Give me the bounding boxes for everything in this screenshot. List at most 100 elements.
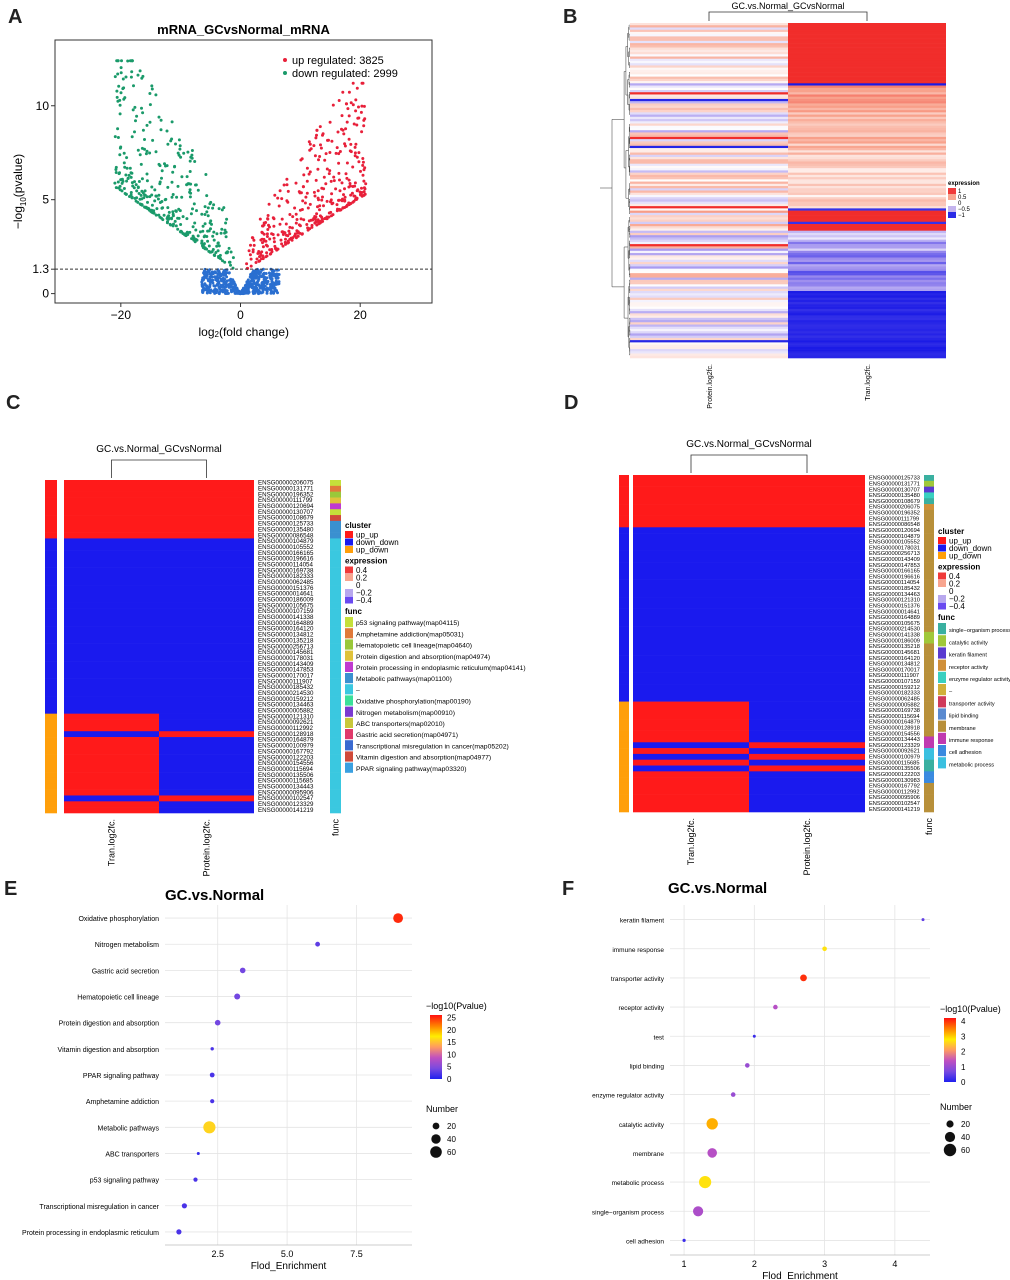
- heatmap-b-legend-swatch: [948, 212, 956, 218]
- bubble-point: [752, 1034, 756, 1038]
- heatmap-b-cell: [788, 306, 946, 310]
- heatmap-cell: [749, 620, 865, 627]
- volcano-point-up: [322, 187, 326, 191]
- heatmap-cell: [159, 661, 254, 668]
- heatmap-func-cell: [330, 696, 341, 703]
- heatmap-func-cell: [924, 689, 934, 697]
- volcano-point-up: [261, 241, 264, 245]
- volcano-point-down: [178, 144, 182, 148]
- heatmap-cluster-cell: [45, 614, 57, 621]
- heatmap-gene-label: ENSG00000062485: [258, 579, 314, 586]
- heatmap-cluster-cell: [619, 480, 629, 487]
- panel-letter-f: F: [562, 878, 575, 900]
- heatmap-cell: [159, 591, 254, 598]
- volcano-point-down: [206, 214, 210, 218]
- volcano-point-down: [208, 221, 212, 225]
- heatmap-b-cell: [788, 177, 946, 180]
- heatmap-cluster-cell: [619, 800, 629, 807]
- volcano-point-up: [307, 140, 311, 144]
- volcano-point-down: [116, 99, 120, 103]
- heatmap-b-cell: [788, 170, 946, 173]
- heatmap-cell: [159, 596, 254, 603]
- heatmap-b-cell: [630, 203, 788, 207]
- heatmap-func-cell: [330, 608, 341, 615]
- bubble-size-legend-label: 40: [447, 1135, 456, 1144]
- heatmap-cluster-cell: [45, 515, 57, 522]
- heatmap-b-cell: [788, 192, 946, 196]
- heatmap-b-cell: [788, 284, 946, 287]
- heatmap-cell: [749, 748, 865, 755]
- heatmap-cell: [749, 550, 865, 557]
- heatmap-func-cell: [924, 602, 934, 609]
- volcano-point-down: [215, 232, 219, 236]
- volcano-chart: mRNA_GCvsNormal_mRNA−20 0 2001.3510log2(fo…: [11, 22, 433, 339]
- heatmap-b-cell: [630, 163, 788, 167]
- heatmap-cell: [749, 649, 865, 656]
- heatmap-cell: [64, 760, 159, 767]
- heatmap-func-cell: [330, 666, 341, 674]
- heatmap-b-cell: [788, 107, 946, 111]
- volcano-point-up: [248, 253, 252, 257]
- heatmap-cluster-cell: [619, 492, 629, 499]
- volcano-point-up: [360, 104, 364, 108]
- heatmap-b-legend-label: −1: [958, 213, 966, 219]
- heatmap-b-cell: [630, 114, 788, 118]
- legend-func-label: Nitrogen metabolism(map00910): [356, 710, 455, 717]
- heatmap-cluster-cell: [45, 702, 57, 709]
- legend-func-swatch: [345, 684, 353, 695]
- bubble-xtick-label: 1: [682, 1259, 687, 1269]
- volcano-point-down: [148, 103, 152, 107]
- heatmap-b-cell: [630, 340, 788, 343]
- volcano-point-up: [336, 130, 340, 134]
- heatmap-cell: [159, 766, 254, 773]
- volcano-point-up: [318, 155, 322, 158]
- legend-func-swatch: [345, 706, 353, 717]
- heatmap-cell: [749, 736, 865, 743]
- legend-func-label: –: [949, 689, 953, 695]
- volcano-point-up: [314, 220, 318, 224]
- volcano-point-ns: [223, 277, 227, 281]
- bubble-size-legend-title: Number: [426, 1104, 458, 1114]
- heatmap-b-cell: [788, 110, 946, 113]
- heatmap-func-cell: [924, 567, 934, 575]
- heatmap-cell: [159, 649, 254, 656]
- volcano-point-up: [267, 202, 271, 206]
- volcano-point-up: [298, 231, 302, 235]
- volcano-point-up: [345, 176, 349, 180]
- heatmap-b-cell: [788, 92, 946, 95]
- heatmap-b-cell: [630, 136, 788, 140]
- heatmap-b-cell: [630, 25, 788, 28]
- volcano-point-down: [166, 142, 170, 146]
- volcano-point-up: [284, 237, 287, 241]
- heatmap-b-cell: [630, 324, 788, 328]
- bubble-point: [203, 1121, 216, 1134]
- heatmap-cell: [749, 655, 865, 662]
- legend-cluster-label: down_down: [356, 538, 399, 547]
- legend-expression-swatch: [345, 596, 353, 604]
- heatmap-cell: [633, 579, 749, 586]
- heatmap-gene-label: ENSG00000256713: [258, 643, 314, 650]
- heatmap-func-cell: [924, 521, 934, 528]
- volcano-point-ns: [225, 275, 229, 279]
- heatmap-cell: [64, 661, 159, 668]
- volcano-point-down: [143, 138, 146, 141]
- volcano-point-up: [245, 262, 249, 266]
- volcano-point-down: [133, 180, 136, 184]
- volcano-point-up: [254, 261, 258, 264]
- volcano-point-up: [342, 193, 345, 197]
- volcano-point-down: [154, 150, 158, 154]
- volcano-point-up: [343, 198, 347, 202]
- volcano-point-ns: [252, 286, 256, 290]
- heatmap-b-cell: [788, 304, 946, 307]
- volcano-point-down: [219, 231, 223, 235]
- heatmap-b-cell: [630, 181, 788, 185]
- legend-func-label: transporter activity: [949, 701, 995, 707]
- heatmap-func-cell: [924, 562, 934, 569]
- volcano-point-up: [334, 151, 338, 155]
- volcano-point-down: [138, 69, 142, 73]
- volcano-point-up: [277, 204, 281, 208]
- heatmap-cell: [749, 666, 865, 673]
- volcano-point-down: [130, 59, 134, 63]
- heatmap-cluster-cell: [619, 620, 629, 627]
